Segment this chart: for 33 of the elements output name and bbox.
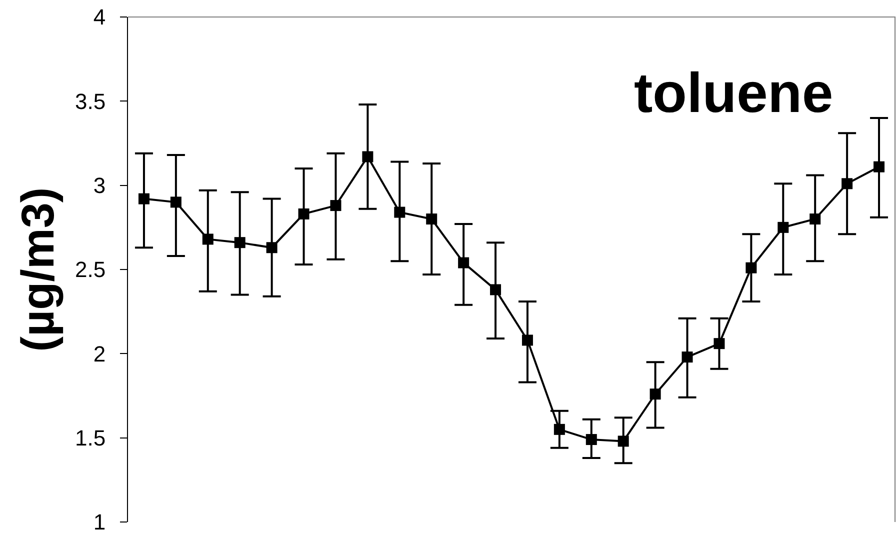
y-tick-label: 3 bbox=[93, 173, 106, 198]
point bbox=[234, 237, 246, 248]
y-tick-label: 1 bbox=[93, 510, 106, 535]
point bbox=[874, 161, 885, 172]
point bbox=[682, 352, 693, 363]
y-tick-label: 1.5 bbox=[75, 426, 106, 451]
y-tick-label: 3.5 bbox=[75, 88, 106, 114]
point bbox=[522, 334, 533, 346]
annotation: toluene bbox=[634, 61, 834, 124]
point bbox=[426, 214, 438, 224]
y-tick-label: 2.5 bbox=[75, 257, 106, 282]
point bbox=[298, 208, 310, 220]
y-tick-label: 2 bbox=[93, 341, 106, 366]
point bbox=[810, 214, 821, 224]
point bbox=[362, 151, 374, 162]
point bbox=[746, 262, 757, 274]
y-axis-title: (µg/m3) bbox=[11, 187, 64, 352]
point bbox=[330, 200, 342, 212]
point bbox=[618, 436, 629, 447]
point bbox=[554, 424, 565, 435]
y-tick-label: 4 bbox=[93, 4, 106, 30]
point bbox=[266, 242, 278, 254]
point bbox=[170, 196, 182, 208]
point bbox=[842, 178, 853, 190]
point bbox=[586, 434, 597, 446]
point bbox=[650, 388, 661, 400]
point bbox=[458, 257, 470, 268]
point bbox=[394, 206, 406, 218]
point bbox=[714, 338, 725, 350]
point bbox=[202, 234, 214, 245]
point bbox=[490, 284, 502, 296]
point bbox=[778, 222, 789, 233]
point bbox=[138, 193, 150, 204]
